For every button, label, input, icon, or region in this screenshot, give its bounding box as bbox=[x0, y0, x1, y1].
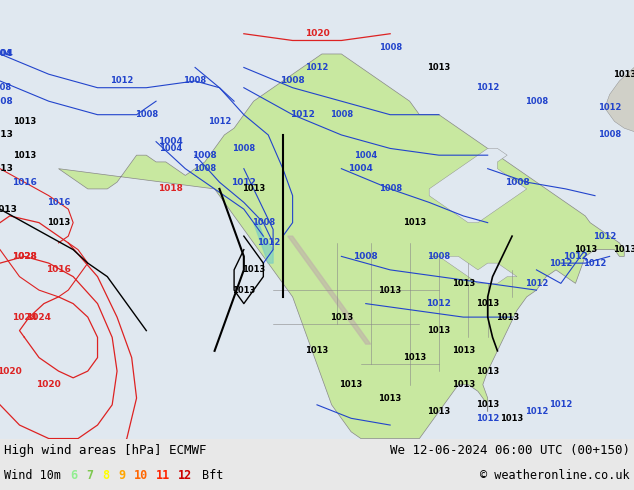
Text: 1013: 1013 bbox=[451, 380, 475, 389]
Text: 1008: 1008 bbox=[598, 130, 621, 140]
Text: 1013: 1013 bbox=[232, 286, 256, 294]
Text: 6: 6 bbox=[70, 469, 77, 482]
Text: 1013: 1013 bbox=[306, 346, 328, 355]
Text: 1028: 1028 bbox=[12, 252, 37, 261]
Text: 1024: 1024 bbox=[27, 313, 51, 321]
Text: 1004: 1004 bbox=[0, 49, 13, 58]
Text: 10: 10 bbox=[134, 469, 148, 482]
Text: 1013: 1013 bbox=[0, 205, 17, 214]
Text: 1013: 1013 bbox=[574, 245, 597, 254]
Text: 1004: 1004 bbox=[158, 137, 183, 146]
Text: © weatheronline.co.uk: © weatheronline.co.uk bbox=[481, 469, 630, 482]
Text: 1012: 1012 bbox=[583, 259, 607, 268]
Text: 1016: 1016 bbox=[47, 198, 70, 207]
Text: 1012: 1012 bbox=[476, 83, 500, 92]
Text: 1013: 1013 bbox=[340, 380, 363, 389]
Text: 1008: 1008 bbox=[0, 83, 11, 92]
Polygon shape bbox=[429, 148, 527, 222]
Text: 1013: 1013 bbox=[0, 164, 13, 173]
Text: 1012: 1012 bbox=[427, 299, 451, 308]
Text: 9: 9 bbox=[118, 469, 125, 482]
Text: 1012: 1012 bbox=[306, 63, 328, 72]
Text: 8: 8 bbox=[102, 469, 109, 482]
Text: 1008: 1008 bbox=[193, 151, 217, 160]
Text: 1004: 1004 bbox=[349, 164, 373, 173]
Text: 1008: 1008 bbox=[330, 110, 353, 119]
Text: 1012: 1012 bbox=[549, 400, 573, 409]
Text: 1008: 1008 bbox=[378, 184, 402, 194]
Text: 1008: 1008 bbox=[505, 178, 529, 187]
Polygon shape bbox=[605, 14, 634, 142]
Text: 1028: 1028 bbox=[12, 252, 37, 261]
Text: 1016: 1016 bbox=[46, 266, 71, 274]
Text: 11: 11 bbox=[156, 469, 171, 482]
Text: High wind areas [hPa] ECMWF: High wind areas [hPa] ECMWF bbox=[4, 444, 207, 457]
Polygon shape bbox=[429, 256, 517, 283]
Text: 1013: 1013 bbox=[451, 279, 475, 288]
Text: 1013: 1013 bbox=[378, 286, 402, 294]
Text: 1008: 1008 bbox=[252, 218, 275, 227]
Text: 1013: 1013 bbox=[47, 218, 70, 227]
Text: 1013: 1013 bbox=[242, 184, 265, 194]
Text: Wind 10m: Wind 10m bbox=[4, 469, 61, 482]
Text: 1008: 1008 bbox=[232, 144, 256, 153]
Text: 1013: 1013 bbox=[476, 367, 500, 375]
Text: 7: 7 bbox=[86, 469, 93, 482]
Text: 1004: 1004 bbox=[159, 144, 183, 153]
Text: 1013: 1013 bbox=[451, 346, 475, 355]
Text: 1020: 1020 bbox=[36, 380, 61, 389]
Text: 1013: 1013 bbox=[496, 313, 519, 321]
Text: 1012: 1012 bbox=[257, 239, 280, 247]
Text: 1008: 1008 bbox=[193, 164, 216, 173]
Text: 1004: 1004 bbox=[354, 151, 377, 160]
Text: 1013: 1013 bbox=[612, 70, 634, 79]
Text: 1012: 1012 bbox=[598, 103, 621, 112]
Text: 1008: 1008 bbox=[353, 252, 378, 261]
Text: 1013: 1013 bbox=[476, 400, 500, 409]
Text: 1008: 1008 bbox=[378, 43, 402, 52]
Text: 1013: 1013 bbox=[13, 117, 36, 126]
Text: 1012: 1012 bbox=[231, 178, 256, 187]
Text: 1013: 1013 bbox=[0, 130, 13, 140]
Text: 1008: 1008 bbox=[427, 252, 451, 261]
Text: 1013: 1013 bbox=[13, 151, 36, 160]
Text: 1013: 1013 bbox=[403, 218, 426, 227]
Text: Bft: Bft bbox=[202, 469, 223, 482]
Text: 1013: 1013 bbox=[476, 299, 500, 308]
Text: 1012: 1012 bbox=[476, 414, 500, 423]
Text: 1020: 1020 bbox=[304, 29, 330, 38]
Text: 1012: 1012 bbox=[290, 110, 315, 119]
Text: 1008: 1008 bbox=[183, 76, 207, 85]
Polygon shape bbox=[254, 222, 273, 263]
Text: 1013: 1013 bbox=[242, 266, 265, 274]
Text: 1012: 1012 bbox=[525, 279, 548, 288]
Text: 1008: 1008 bbox=[135, 110, 158, 119]
Text: 1024: 1024 bbox=[12, 313, 37, 321]
Text: 1013: 1013 bbox=[403, 353, 426, 362]
Text: 1012: 1012 bbox=[563, 252, 588, 261]
Text: 12: 12 bbox=[178, 469, 192, 482]
Text: 1008: 1008 bbox=[525, 97, 548, 106]
Text: 1013: 1013 bbox=[612, 245, 634, 254]
Text: 1013: 1013 bbox=[330, 313, 353, 321]
Text: 1013: 1013 bbox=[378, 393, 402, 403]
Text: 1013: 1013 bbox=[500, 414, 524, 423]
Text: 1008: 1008 bbox=[0, 97, 13, 106]
Text: 1018: 1018 bbox=[158, 184, 183, 194]
Text: 1013: 1013 bbox=[427, 326, 451, 335]
Text: 1012: 1012 bbox=[110, 76, 134, 85]
Text: We 12-06-2024 06:00 UTC (00+150): We 12-06-2024 06:00 UTC (00+150) bbox=[390, 444, 630, 457]
Text: 1008: 1008 bbox=[280, 76, 305, 85]
Text: 1013: 1013 bbox=[427, 63, 451, 72]
Text: 1012: 1012 bbox=[208, 117, 231, 126]
Text: 1012: 1012 bbox=[593, 232, 616, 241]
Text: 1020: 1020 bbox=[0, 367, 22, 375]
Text: 1012: 1012 bbox=[525, 407, 548, 416]
Text: 1012: 1012 bbox=[549, 259, 573, 268]
Text: 1016: 1016 bbox=[12, 178, 37, 187]
Polygon shape bbox=[288, 236, 371, 344]
Text: 1013: 1013 bbox=[427, 407, 451, 416]
Text: 1004: 1004 bbox=[0, 49, 11, 58]
Polygon shape bbox=[58, 54, 624, 439]
